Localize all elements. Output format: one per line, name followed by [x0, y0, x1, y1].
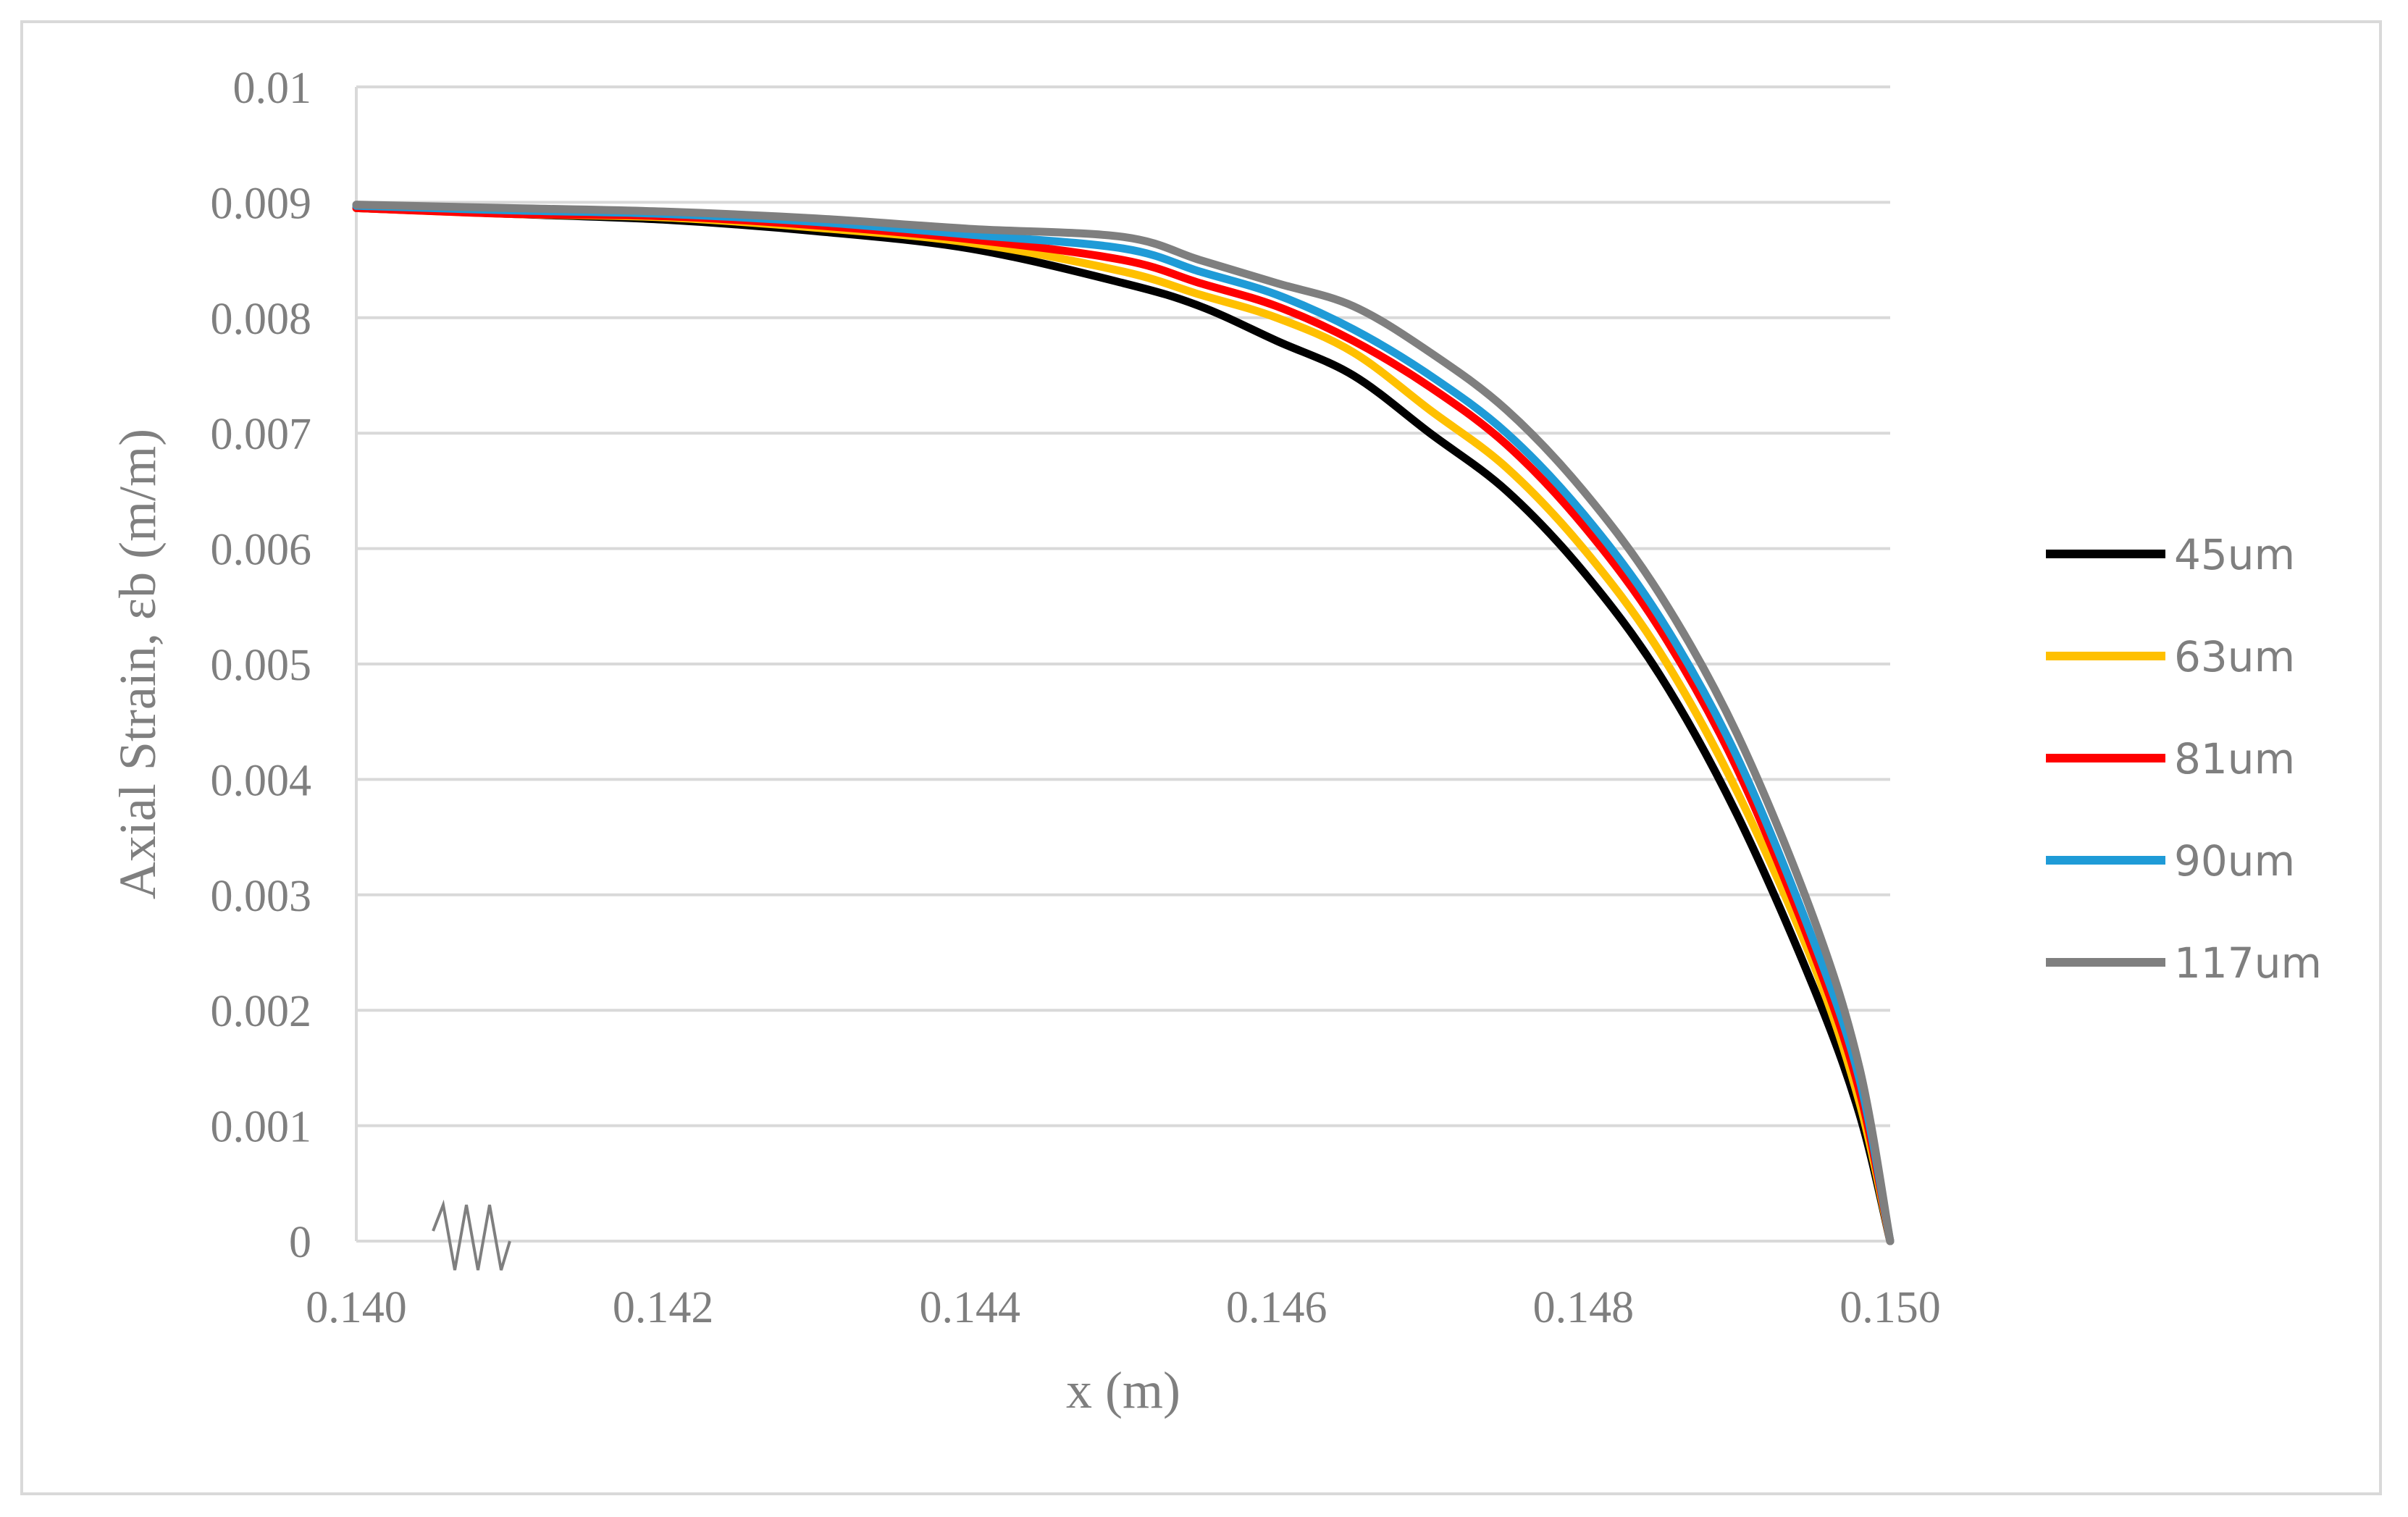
- series-line-117um: [352, 201, 1895, 1245]
- series-lines: [352, 201, 1895, 1245]
- y-tick-label: 0.003: [211, 872, 312, 921]
- legend-label-63um: 63um: [2174, 632, 2295, 681]
- y-tick-label: 0: [289, 1218, 311, 1267]
- series-line-63um: [352, 203, 1895, 1245]
- x-tick-label: 0.150: [1839, 1283, 1941, 1332]
- y-tick-label: 0.005: [211, 641, 312, 690]
- x-tick-labels: 0.140 0.142 0.144 0.146 0.148 0.150: [306, 1283, 1941, 1332]
- legend-label-81um: 81um: [2174, 734, 2295, 783]
- y-tick-label: 0.006: [211, 526, 312, 575]
- y-tick-label: 0.008: [211, 295, 312, 344]
- legend: 45um 63um 81um 90um 117um: [2046, 530, 2322, 988]
- x-axis-label: x (m): [1066, 1361, 1180, 1419]
- chart-frame: [20, 20, 2382, 1495]
- x-tick-label: 0.140: [306, 1283, 407, 1332]
- y-tick-label: 0.001: [211, 1103, 312, 1152]
- axis-break-icon: [432, 1199, 511, 1271]
- legend-label-45um: 45um: [2174, 530, 2295, 579]
- legend-label-90um: 90um: [2174, 836, 2295, 886]
- gridlines: [356, 85, 1890, 1127]
- x-tick-label: 0.148: [1533, 1283, 1635, 1332]
- y-tick-label: 0.009: [211, 179, 312, 228]
- x-tick-label: 0.142: [613, 1283, 714, 1332]
- legend-label-117um: 117um: [2174, 938, 2322, 988]
- series-line-45um: [352, 203, 1895, 1245]
- series-line-90um: [352, 201, 1895, 1245]
- x-tick-label: 0.144: [919, 1283, 1020, 1332]
- y-axis-label: Axial Strain, εb (m/m): [109, 429, 167, 899]
- y-tick-labels: 0 0.001 0.002 0.003 0.004 0.005 0.006 0.007 0.00…: [211, 64, 312, 1267]
- y-tick-label: 0.007: [211, 410, 312, 459]
- y-tick-label: 0.004: [211, 756, 312, 805]
- y-tick-label: 0.002: [211, 987, 312, 1036]
- axes: [355, 87, 1890, 1271]
- y-tick-label: 0.01: [233, 64, 312, 113]
- x-tick-label: 0.146: [1226, 1283, 1327, 1332]
- series-line-81um: [352, 203, 1895, 1245]
